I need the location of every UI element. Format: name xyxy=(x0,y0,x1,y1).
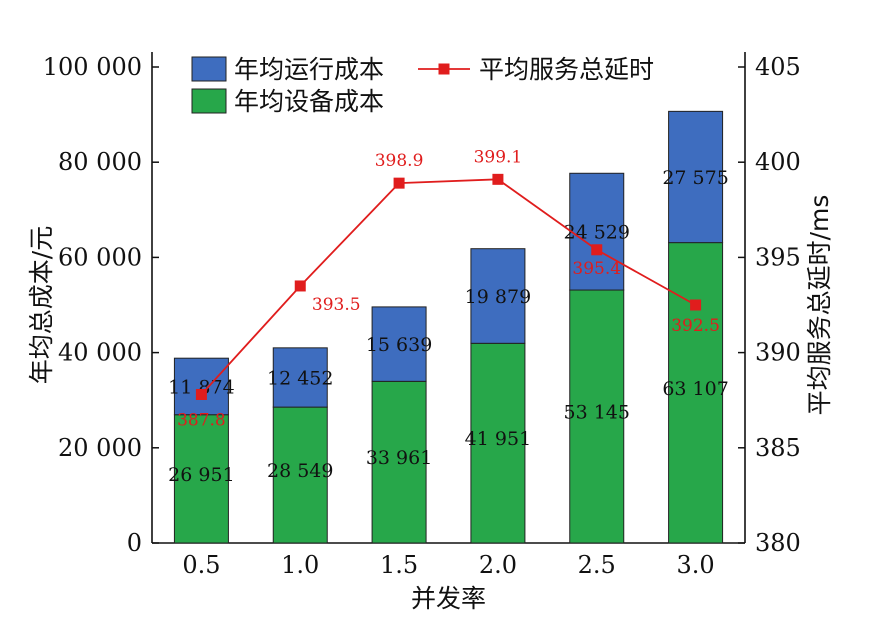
bar-label-device-cost: 63 107 xyxy=(662,378,728,400)
latency-point xyxy=(690,299,702,311)
bar-device-cost xyxy=(569,289,625,544)
y-tick-label: 20 000 xyxy=(58,434,142,462)
latency-label: 395.4 xyxy=(572,259,621,279)
y2-tick-label: 380 xyxy=(755,529,801,557)
legend: 年均运行成本 平均服务总延时 年均设备成本 xyxy=(191,55,654,116)
bar-running-cost xyxy=(569,172,625,291)
latency-point xyxy=(294,280,306,292)
latency-line: 387.8 393.5 398.9 399.1 395.4 392.5 xyxy=(177,147,720,430)
latency-point xyxy=(393,177,405,189)
bar-labels: 26 951 11 874 28 549 12 452 33 961 15 639 41 9… xyxy=(168,167,729,486)
y2-tick-label: 385 xyxy=(755,434,801,462)
y-tick-label: 100 000 xyxy=(43,53,142,81)
latency-label: 393.5 xyxy=(312,295,361,315)
bar-label-running-cost: 12 452 xyxy=(267,367,333,389)
tick-labels: 0 20 000 40 000 60 000 80 000 100 000 380 385 39… xyxy=(43,53,801,579)
bar-label-running-cost: 11 874 xyxy=(168,376,234,398)
legend-label-running-cost: 年均运行成本 xyxy=(234,55,384,84)
x-axis-title: 并发率 xyxy=(411,584,486,613)
latency-line-path xyxy=(200,178,697,396)
bar-device-cost xyxy=(371,380,427,544)
bar-label-device-cost: 28 549 xyxy=(267,460,333,482)
x-tick-label: 0.5 xyxy=(182,551,220,579)
legend-label-latency: 平均服务总延时 xyxy=(479,55,654,84)
bar-label-running-cost: 15 639 xyxy=(366,334,432,356)
bar-label-running-cost: 27 575 xyxy=(662,167,728,189)
x-tick-label: 1.0 xyxy=(281,551,319,579)
bar-device-cost xyxy=(470,342,526,544)
bar-label-running-cost: 19 879 xyxy=(465,286,531,308)
bar-label-device-cost: 33 961 xyxy=(366,447,432,469)
bar-running-cost xyxy=(371,306,427,382)
latency-label: 398.9 xyxy=(375,151,424,171)
bar-running-cost xyxy=(272,347,328,408)
legend-swatch-running-cost xyxy=(191,56,227,82)
y2-tick-label: 390 xyxy=(755,339,801,367)
latency-point xyxy=(591,244,603,256)
y-axis-title: 年均总成本/元 xyxy=(27,226,56,384)
y2-tick-label: 405 xyxy=(755,53,801,81)
y-tick-label: 60 000 xyxy=(58,243,142,271)
legend-swatch-device-cost xyxy=(191,88,227,114)
latency-point xyxy=(195,388,207,400)
y-tick-label: 0 xyxy=(127,529,142,557)
x-tick-label: 1.5 xyxy=(380,551,418,579)
y2-tick-label: 395 xyxy=(755,243,801,271)
latency-label: 399.1 xyxy=(474,147,523,167)
y2-tick-label: 400 xyxy=(755,148,801,176)
axes xyxy=(151,52,746,544)
bar-label-device-cost: 41 951 xyxy=(465,428,531,450)
bar-running-cost xyxy=(470,248,526,344)
bar-running-cost xyxy=(173,357,229,416)
bar-label-device-cost: 53 145 xyxy=(564,402,630,424)
y-tick-label: 40 000 xyxy=(58,339,142,367)
x-tick-label: 2.5 xyxy=(578,551,616,579)
x-tick-label: 2.0 xyxy=(479,551,517,579)
bar-label-device-cost: 26 951 xyxy=(168,464,234,486)
bars xyxy=(173,110,724,544)
bar-device-cost xyxy=(173,414,229,544)
latency-label: 387.8 xyxy=(177,410,226,430)
legend-label-device-cost: 年均设备成本 xyxy=(234,87,384,116)
bar-running-cost xyxy=(668,110,724,244)
legend-swatch-latency-marker xyxy=(438,63,450,75)
latency-label: 392.5 xyxy=(671,316,720,336)
y2-axis-title: 平均服务总延时/ms xyxy=(805,195,834,416)
latency-point xyxy=(492,173,504,185)
y-tick-label: 80 000 xyxy=(58,148,142,176)
x-tick-label: 3.0 xyxy=(676,551,714,579)
